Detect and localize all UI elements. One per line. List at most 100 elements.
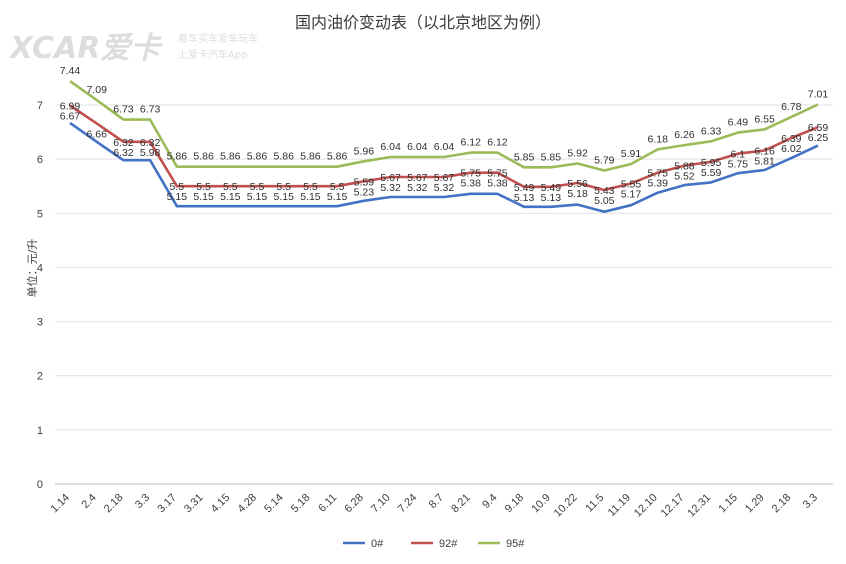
- data-label-0: 5.39: [647, 178, 668, 190]
- data-label-0: 5.15: [300, 191, 321, 203]
- data-label-95: 5.86: [247, 151, 268, 163]
- data-label-92: 5.5: [330, 181, 345, 193]
- data-label-0: 5.32: [380, 182, 401, 194]
- data-label-0: 6.32: [113, 147, 134, 159]
- data-label-95: 5.96: [354, 145, 375, 157]
- x-tick-label: 11.19: [606, 492, 633, 519]
- data-label-0: 5.15: [327, 191, 348, 203]
- data-label-0: 5.15: [247, 191, 268, 203]
- data-label-92: 6.59: [808, 122, 829, 134]
- data-label-0: 5.13: [541, 192, 562, 204]
- y-tick-label: 2: [37, 371, 43, 383]
- data-label-0: 5.13: [514, 192, 535, 204]
- x-tick-label: 10.22: [552, 492, 580, 520]
- data-label-95: 6.73: [140, 104, 161, 116]
- legend-label: 0#: [371, 538, 384, 550]
- data-label-0: 5.23: [354, 186, 375, 198]
- legend: 0# 92# 95#: [343, 538, 525, 550]
- data-label-92: 5.49: [514, 182, 535, 194]
- x-tick-label: 3.3: [801, 492, 820, 511]
- data-label-92: 6.32: [140, 137, 161, 149]
- data-label-95: 6.49: [728, 117, 749, 129]
- data-label-92: 6.1: [731, 149, 746, 161]
- x-tick-label: 12.10: [632, 492, 660, 520]
- data-label-0: 5.52: [674, 171, 695, 183]
- series-line-0#: [69, 121, 819, 213]
- data-label-0: 6.66: [86, 128, 107, 140]
- data-label-0: 5.15: [220, 191, 241, 203]
- data-label-92: 5.5: [196, 181, 211, 193]
- y-axis-ticks: 0 1 2 3 4 5 6 7: [37, 100, 43, 491]
- data-label-0: 6.02: [781, 143, 802, 155]
- data-label-0: 5.38: [460, 178, 481, 190]
- y-tick-label: 5: [37, 208, 43, 220]
- x-tick-label: 1.29: [743, 492, 767, 516]
- x-tick-label: 4.28: [235, 492, 259, 516]
- data-label-95: 5.86: [193, 151, 214, 163]
- data-labels: 7.44 7.09 6.73 6.73 5.86 5.86 5.86 5.86 5.86 5.86…: [60, 65, 829, 207]
- data-label-92: 6.99: [60, 101, 81, 113]
- data-label-95: 5.86: [167, 151, 188, 163]
- y-tick-label: 1: [37, 425, 43, 437]
- data-label-95: 5.85: [514, 151, 535, 163]
- watermark-line1: 看车买车爱车玩车: [178, 32, 258, 45]
- data-label-0: 5.15: [167, 191, 188, 203]
- x-tick-label: 12.31: [685, 492, 713, 520]
- data-label-95: 6.12: [487, 137, 508, 149]
- y-tick-label: 7: [37, 100, 43, 112]
- data-label-0: 5.38: [487, 178, 508, 190]
- chart-title: 国内油价变动表（以北京地区为例）: [295, 13, 551, 32]
- x-tick-label: 4.15: [209, 492, 233, 516]
- x-tick-label: 10.9: [529, 492, 553, 516]
- x-tick-label: 1.14: [48, 492, 72, 516]
- data-label-95: 5.91: [621, 148, 642, 160]
- y-axis-label: 单位：元/升: [25, 239, 39, 298]
- data-label-0: 5.98: [140, 147, 161, 159]
- data-label-95: 6.04: [380, 141, 401, 153]
- data-label-95: 6.33: [701, 125, 722, 137]
- x-tick-label: 6.28: [342, 492, 366, 516]
- data-label-95: 6.73: [113, 104, 134, 116]
- data-label-95: 5.86: [220, 151, 241, 163]
- x-tick-label: 3.3: [133, 492, 152, 511]
- data-label-92: 5.55: [621, 179, 642, 191]
- xcar-watermark: XCAR爱卡 看车买车爱车玩车 上爱卡汽车App: [8, 31, 258, 66]
- gridlines: [55, 104, 833, 485]
- data-label-0: 5.75: [728, 159, 749, 171]
- legend-label: 95#: [506, 538, 525, 550]
- x-tick-label: 5.18: [289, 492, 313, 516]
- data-label-95: 5.86: [273, 151, 294, 163]
- x-tick-label: 7.24: [396, 492, 420, 516]
- x-tick-label: 5.14: [262, 492, 286, 516]
- data-label-0: 5.15: [273, 191, 294, 203]
- x-tick-label: 6.11: [316, 492, 339, 515]
- x-tick-label: 12.17: [659, 492, 687, 520]
- x-tick-label: 11.5: [583, 492, 606, 515]
- data-label-92: 5.43: [594, 185, 615, 197]
- data-label-92: 5.67: [407, 172, 428, 184]
- data-label-95: 5.79: [594, 155, 615, 167]
- x-tick-label: 9.18: [503, 492, 527, 516]
- x-tick-label: 2.4: [80, 492, 99, 511]
- data-label-95: 5.86: [300, 151, 321, 163]
- legend-label: 92#: [439, 538, 458, 550]
- data-label-0: 6.67: [60, 111, 81, 123]
- x-tick-label: 3.17: [155, 492, 179, 516]
- data-label-95: 7.09: [86, 84, 107, 96]
- y-tick-label: 0: [37, 479, 43, 491]
- series-line-92#: [69, 104, 819, 192]
- data-label-0: 5.18: [567, 188, 588, 200]
- x-tick-label: 3.31: [182, 492, 206, 516]
- x-tick-label: 1.15: [716, 492, 740, 516]
- data-label-95: 5.85: [541, 151, 562, 163]
- x-tick-label: 9.4: [480, 492, 499, 511]
- y-tick-label: 6: [37, 154, 43, 166]
- data-label-92: 5.49: [541, 182, 562, 194]
- y-tick-label: 3: [37, 317, 43, 329]
- data-label-92: 6.32: [113, 137, 134, 149]
- watermark-logo: XCAR爱卡: [8, 31, 163, 66]
- data-label-0: 5.32: [434, 182, 455, 194]
- data-label-95: 6.78: [781, 101, 802, 113]
- data-label-92: 5.75: [487, 168, 508, 180]
- data-label-92: 5.56: [567, 178, 588, 190]
